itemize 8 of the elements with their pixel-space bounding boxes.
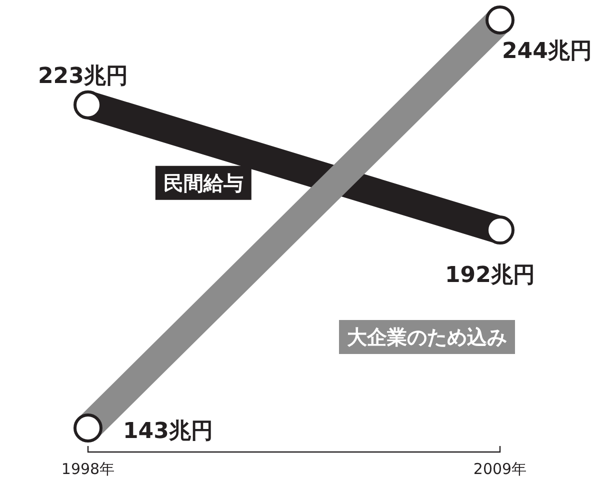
data-label: 244兆円 bbox=[502, 39, 592, 64]
data-label: 192兆円 bbox=[445, 263, 535, 288]
text: 大企業のため込み bbox=[347, 325, 507, 349]
x-tick-label: 2009年 bbox=[473, 460, 527, 478]
data-label: 143兆円 bbox=[123, 419, 213, 444]
series-label: 民間給与 bbox=[163, 170, 244, 195]
data-label: 223兆円 bbox=[38, 64, 128, 89]
x-tick-label: 1998年 bbox=[61, 460, 115, 478]
